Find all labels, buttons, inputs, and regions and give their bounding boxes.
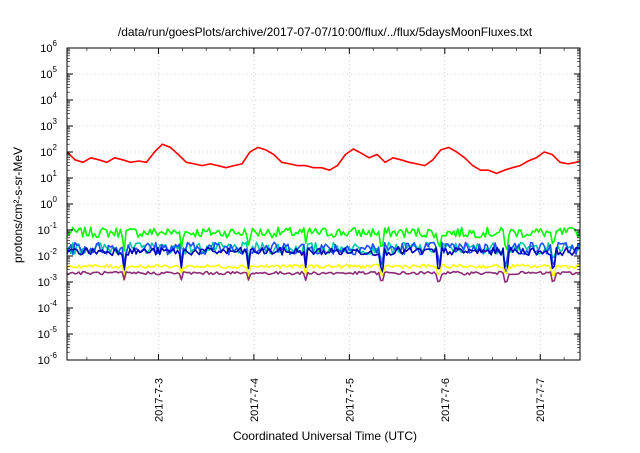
y-axis-ticks: 10-6 10-5 10-4 10-3 10-2 10-1 100 101 102 103 104 1… [38, 39, 580, 367]
chart-title: /data/run/goesPlots/archive/2017-07-07/1… [118, 25, 533, 39]
y-tick-label: 10-3 [38, 273, 58, 289]
y-tick-label: 10-5 [38, 325, 58, 341]
series-line [67, 263, 580, 277]
x-tick-label: 2017-7-7 [535, 378, 547, 422]
y-tick-label: 10-1 [38, 221, 58, 237]
y-tick-label: 104 [40, 91, 57, 107]
y-tick-label: 10-6 [38, 351, 58, 367]
y-tick-label: 103 [40, 117, 57, 133]
y-axis-label: protons/cm²-s-sr-MeV [11, 147, 25, 263]
x-axis-label: Coordinated Universal Time (UTC) [233, 429, 417, 443]
series-group [67, 143, 580, 283]
x-tick-label: 2017-7-4 [249, 378, 261, 422]
grid-lines [67, 48, 580, 360]
x-axis-ticks: 2017-7-3 2017-7-4 2017-7-5 2017-7-6 2017-7-7 [86, 48, 565, 422]
x-tick-label: 2017-7-3 [153, 378, 165, 422]
series-line [67, 226, 580, 252]
y-tick-label: 105 [40, 65, 57, 81]
y-tick-label: 102 [40, 143, 57, 159]
series-line [67, 246, 580, 274]
x-tick-label: 2017-7-5 [344, 378, 356, 422]
series-line [67, 143, 580, 175]
y-tick-label: 10-4 [38, 299, 58, 315]
y-tick-label: 100 [40, 195, 57, 211]
y-tick-label: 101 [40, 169, 57, 185]
y-tick-label: 10-2 [38, 247, 58, 263]
series-line [67, 270, 580, 283]
y-tick-label: 106 [40, 39, 57, 55]
x-tick-label: 2017-7-6 [440, 378, 452, 422]
